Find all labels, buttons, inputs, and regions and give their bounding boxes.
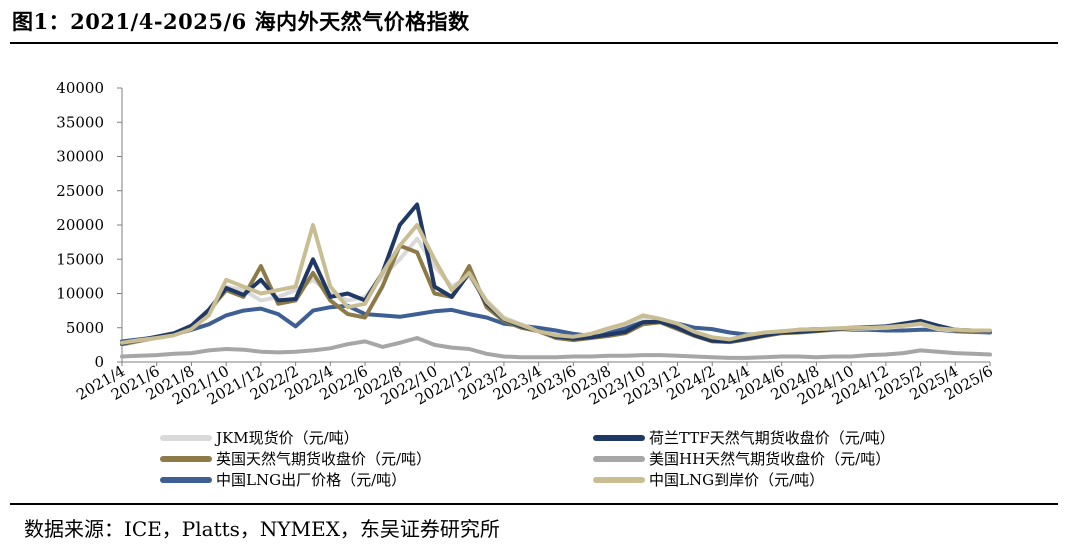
- series-line-ttf: [120, 202, 992, 346]
- series-line-lng_import: [120, 223, 992, 345]
- legend-swatch-hh: [593, 455, 645, 462]
- legend-swatch-ttf: [593, 434, 645, 441]
- source-note: 数据来源：ICE，Platts，NYMEX，东吴证券研究所: [24, 517, 500, 541]
- legend-label: 中国LNG出厂价格（元/吨）: [216, 471, 407, 489]
- y-tick-label: 10000: [56, 285, 104, 303]
- legend-item-nbp: 英国天然气期货收盘价（元/吨）: [160, 448, 431, 469]
- legend-swatch-lng_import: [593, 476, 645, 483]
- y-tick-label: 5000: [66, 319, 104, 337]
- legend-swatch-lng_ex: [160, 476, 212, 483]
- bottom-rule: [10, 503, 1058, 505]
- top-rule: [10, 42, 1058, 44]
- chart-series: [120, 202, 992, 360]
- figure-title: 图1：2021/4-2025/6 海内外天然气价格指数: [12, 9, 470, 34]
- legend-swatch-jkm: [160, 434, 212, 441]
- legend-label: 美国HH天然气期货收盘价（元/吨）: [649, 450, 891, 468]
- y-tick-label: 0: [94, 353, 104, 371]
- y-tick-label: 40000: [56, 79, 104, 97]
- chart-area: 0 5000 10000 15000 20000 25000 30000 35000 40000…: [56, 79, 996, 409]
- legend-item-lng_import: 中国LNG到岸价（元/吨）: [593, 469, 824, 490]
- y-tick-label: 20000: [56, 216, 104, 234]
- legend-item-jkm: JKM现货价（元/吨）: [160, 427, 359, 448]
- y-tick-label: 15000: [56, 250, 104, 268]
- series-line-hh: [120, 336, 992, 360]
- legend-swatch-nbp: [160, 455, 212, 462]
- legend-item-ttf: 荷兰TTF天然气期货收盘价（元/吨）: [593, 427, 895, 448]
- legend-label: 英国天然气期货收盘价（元/吨）: [216, 450, 432, 468]
- legend-label: JKM现货价（元/吨）: [216, 429, 359, 447]
- y-tick-label: 30000: [56, 148, 104, 166]
- y-tick-label: 25000: [56, 182, 104, 200]
- legend-label: 荷兰TTF天然气期货收盘价（元/吨）: [649, 429, 895, 447]
- y-tick-label: 35000: [56, 113, 104, 131]
- legend-label: 中国LNG到岸价（元/吨）: [649, 471, 825, 489]
- legend-item-hh: 美国HH天然气期货收盘价（元/吨）: [593, 448, 890, 469]
- legend-item-lng_ex: 中国LNG出厂价格（元/吨）: [160, 469, 406, 490]
